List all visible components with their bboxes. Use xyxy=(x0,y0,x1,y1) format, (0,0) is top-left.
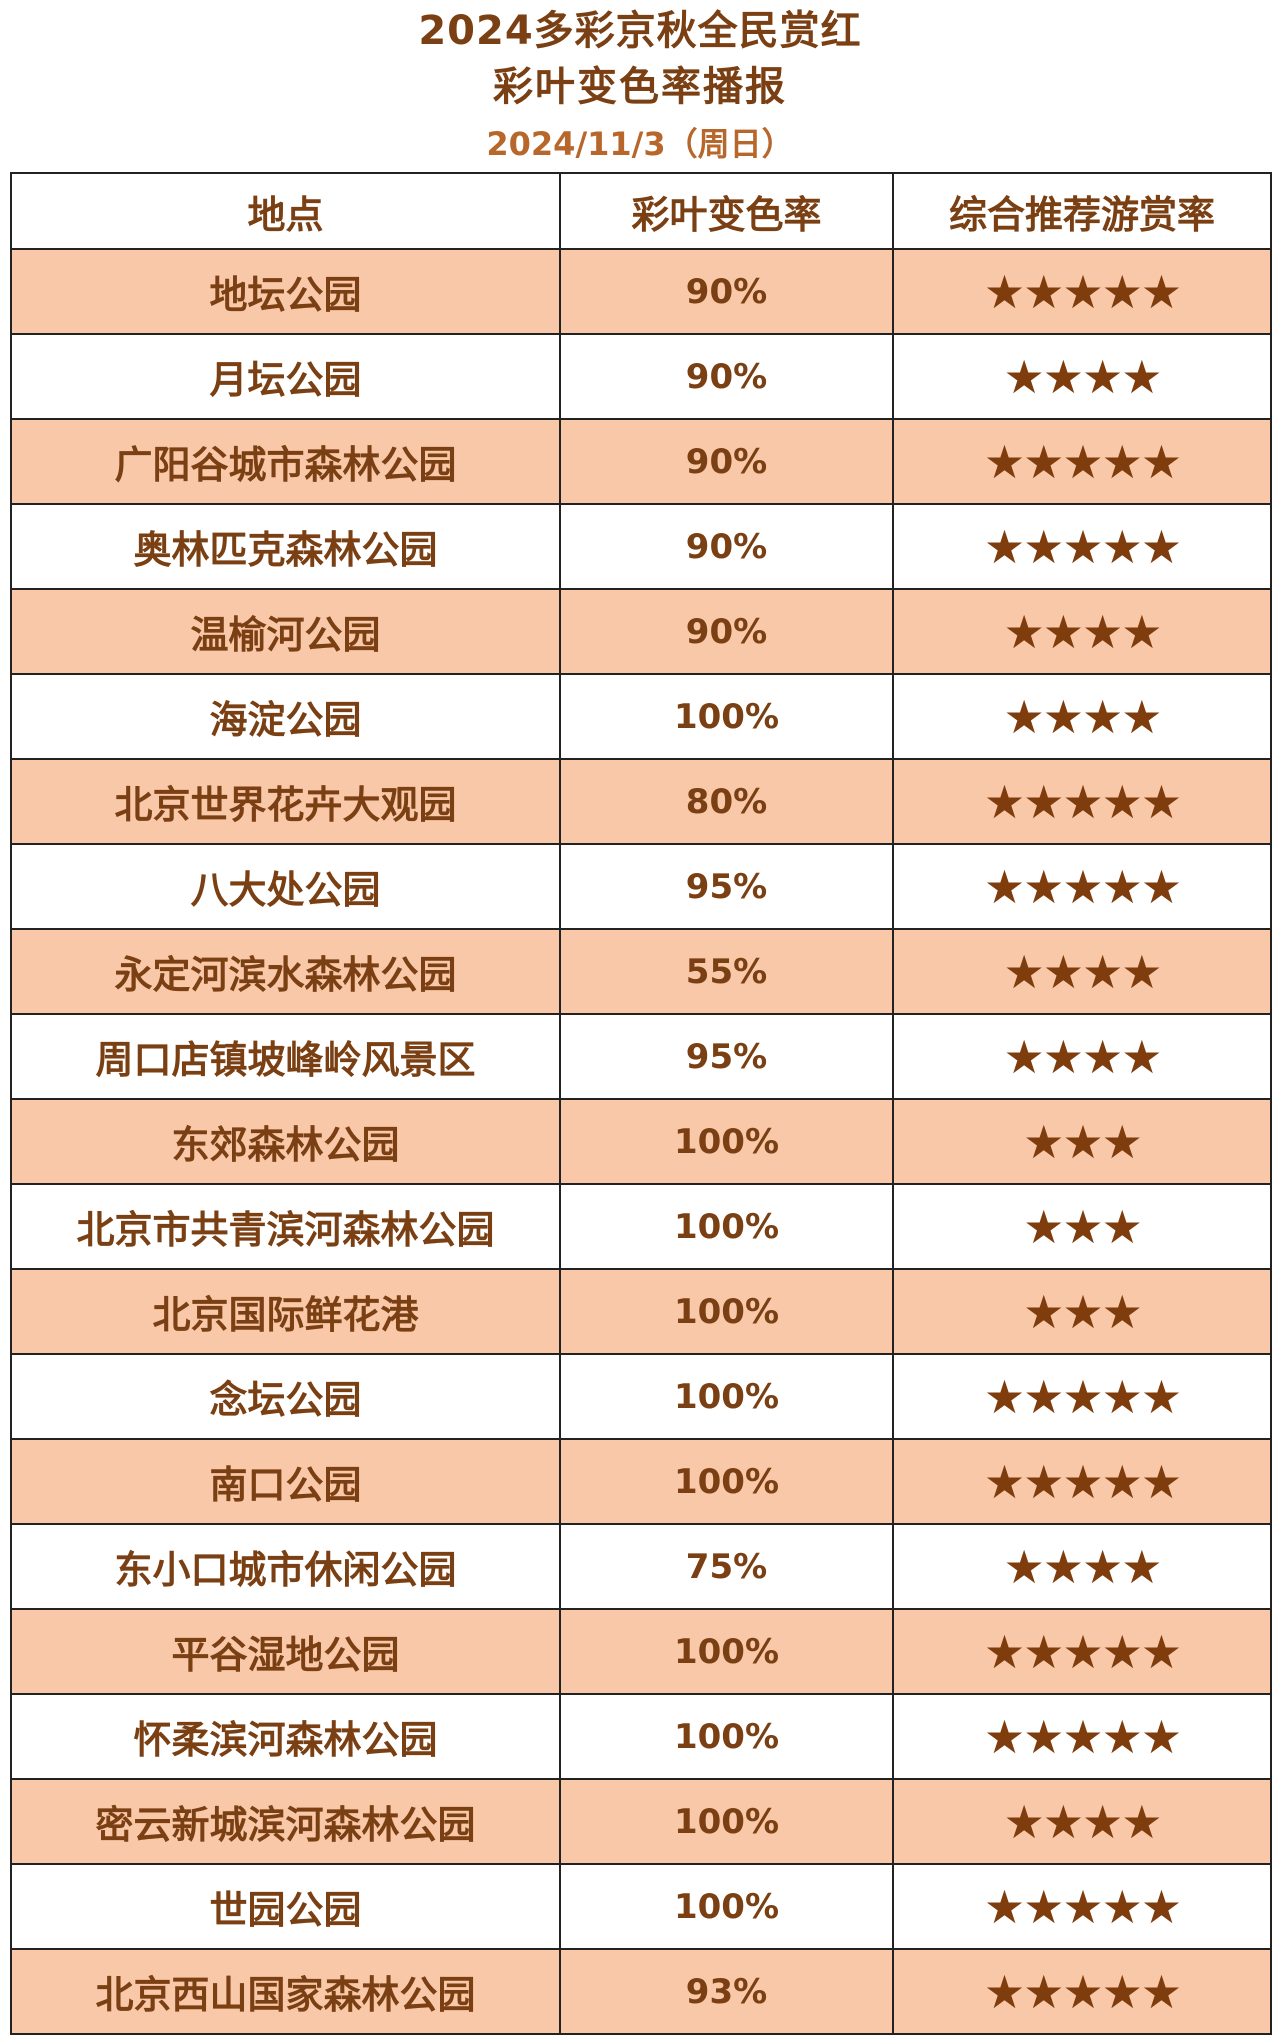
rate-cell: 100% xyxy=(559,1353,894,1440)
rate-cell: 100% xyxy=(559,1268,894,1355)
place-cell: 温榆河公园 xyxy=(10,588,561,675)
title-line-2: 彩叶变色率播报 xyxy=(493,64,787,110)
rate-cell: 93% xyxy=(559,1948,894,2035)
rate-cell: 100% xyxy=(559,1438,894,1525)
rate-cell: 100% xyxy=(559,1693,894,1780)
star-rating: ★★★★★ xyxy=(892,503,1272,590)
place-cell: 广阳谷城市森林公园 xyxy=(10,418,561,505)
place-cell: 月坛公园 xyxy=(10,333,561,420)
place-cell: 地坛公园 xyxy=(10,248,561,335)
star-rating: ★★★★ xyxy=(892,1013,1272,1100)
star-rating: ★★★★★ xyxy=(892,758,1272,845)
rate-cell: 90% xyxy=(559,333,894,420)
foliage-table: 地点 彩叶变色率 综合推荐游赏率 地坛公园 90% ★★★★★ 月坛公园 90% ★★★★… xyxy=(10,172,1272,2035)
table-row: 北京国际鲜花港 100% ★★★ xyxy=(10,1268,1272,1355)
table-row: 密云新城滨河森林公园 100% ★★★★ xyxy=(10,1778,1272,1865)
column-header-recommendation: 综合推荐游赏率 xyxy=(892,172,1272,250)
place-cell: 北京国际鲜花港 xyxy=(10,1268,561,1355)
column-header-rate: 彩叶变色率 xyxy=(559,172,894,250)
table-row: 北京世界花卉大观园 80% ★★★★★ xyxy=(10,758,1272,845)
place-cell: 念坛公园 xyxy=(10,1353,561,1440)
place-cell: 东郊森林公园 xyxy=(10,1098,561,1185)
rate-cell: 90% xyxy=(559,588,894,675)
table-row: 平谷湿地公园 100% ★★★★★ xyxy=(10,1608,1272,1695)
table-row: 奥林匹克森林公园 90% ★★★★★ xyxy=(10,503,1272,590)
rate-cell: 75% xyxy=(559,1523,894,1610)
star-rating: ★★★★ xyxy=(892,928,1272,1015)
table-header-row: 地点 彩叶变色率 综合推荐游赏率 xyxy=(10,172,1272,250)
star-rating: ★★★★ xyxy=(892,673,1272,760)
rate-cell: 55% xyxy=(559,928,894,1015)
title-line-1: 2024多彩京秋全民赏红 xyxy=(418,8,862,54)
star-rating: ★★★★★ xyxy=(892,1948,1272,2035)
place-cell: 密云新城滨河森林公园 xyxy=(10,1778,561,1865)
table-row: 广阳谷城市森林公园 90% ★★★★★ xyxy=(10,418,1272,505)
rate-cell: 100% xyxy=(559,1863,894,1950)
report-date: 2024/11/3（周日） xyxy=(486,125,794,163)
place-cell: 北京世界花卉大观园 xyxy=(10,758,561,845)
table-row: 世园公园 100% ★★★★★ xyxy=(10,1863,1272,1950)
table-row: 东郊森林公园 100% ★★★ xyxy=(10,1098,1272,1185)
place-cell: 八大处公园 xyxy=(10,843,561,930)
table-row: 北京西山国家森林公园 93% ★★★★★ xyxy=(10,1948,1272,2035)
table-row: 温榆河公园 90% ★★★★ xyxy=(10,588,1272,675)
star-rating: ★★★★★ xyxy=(892,1438,1272,1525)
place-cell: 周口店镇坡峰岭风景区 xyxy=(10,1013,561,1100)
table-row: 东小口城市休闲公园 75% ★★★★ xyxy=(10,1523,1272,1610)
place-cell: 平谷湿地公园 xyxy=(10,1608,561,1695)
star-rating: ★★★★ xyxy=(892,1778,1272,1865)
table-row: 南口公园 100% ★★★★★ xyxy=(10,1438,1272,1525)
star-rating: ★★★★★ xyxy=(892,248,1272,335)
place-cell: 东小口城市休闲公园 xyxy=(10,1523,561,1610)
rate-cell: 100% xyxy=(559,1608,894,1695)
star-rating: ★★★★ xyxy=(892,588,1272,675)
place-cell: 海淀公园 xyxy=(10,673,561,760)
table-row: 怀柔滨河森林公园 100% ★★★★★ xyxy=(10,1693,1272,1780)
place-cell: 永定河滨水森林公园 xyxy=(10,928,561,1015)
star-rating: ★★★★★ xyxy=(892,1608,1272,1695)
table-row: 周口店镇坡峰岭风景区 95% ★★★★ xyxy=(10,1013,1272,1100)
rate-cell: 100% xyxy=(559,1098,894,1185)
place-cell: 怀柔滨河森林公园 xyxy=(10,1693,561,1780)
rate-cell: 90% xyxy=(559,248,894,335)
column-header-place: 地点 xyxy=(10,172,561,250)
rate-cell: 80% xyxy=(559,758,894,845)
table-row: 北京市共青滨河森林公园 100% ★★★ xyxy=(10,1183,1272,1270)
table-row: 月坛公园 90% ★★★★ xyxy=(10,333,1272,420)
rate-cell: 95% xyxy=(559,1013,894,1100)
table-row: 地坛公园 90% ★★★★★ xyxy=(10,248,1272,335)
place-cell: 奥林匹克森林公园 xyxy=(10,503,561,590)
star-rating: ★★★★★ xyxy=(892,843,1272,930)
place-cell: 北京市共青滨河森林公园 xyxy=(10,1183,561,1270)
rate-cell: 95% xyxy=(559,843,894,930)
table-row: 海淀公园 100% ★★★★ xyxy=(10,673,1272,760)
table-row: 永定河滨水森林公园 55% ★★★★ xyxy=(10,928,1272,1015)
star-rating: ★★★★★ xyxy=(892,1693,1272,1780)
table-row: 念坛公园 100% ★★★★★ xyxy=(10,1353,1272,1440)
rate-cell: 90% xyxy=(559,418,894,505)
rate-cell: 90% xyxy=(559,503,894,590)
table-row: 八大处公园 95% ★★★★★ xyxy=(10,843,1272,930)
star-rating: ★★★ xyxy=(892,1098,1272,1185)
rate-cell: 100% xyxy=(559,1778,894,1865)
star-rating: ★★★★ xyxy=(892,1523,1272,1610)
rate-cell: 100% xyxy=(559,1183,894,1270)
place-cell: 世园公园 xyxy=(10,1863,561,1950)
rate-cell: 100% xyxy=(559,673,894,760)
place-cell: 北京西山国家森林公园 xyxy=(10,1948,561,2035)
star-rating: ★★★★★ xyxy=(892,1863,1272,1950)
star-rating: ★★★★★ xyxy=(892,1353,1272,1440)
star-rating: ★★★ xyxy=(892,1183,1272,1270)
place-cell: 南口公园 xyxy=(10,1438,561,1525)
star-rating: ★★★★ xyxy=(892,333,1272,420)
star-rating: ★★★ xyxy=(892,1268,1272,1355)
star-rating: ★★★★★ xyxy=(892,418,1272,505)
